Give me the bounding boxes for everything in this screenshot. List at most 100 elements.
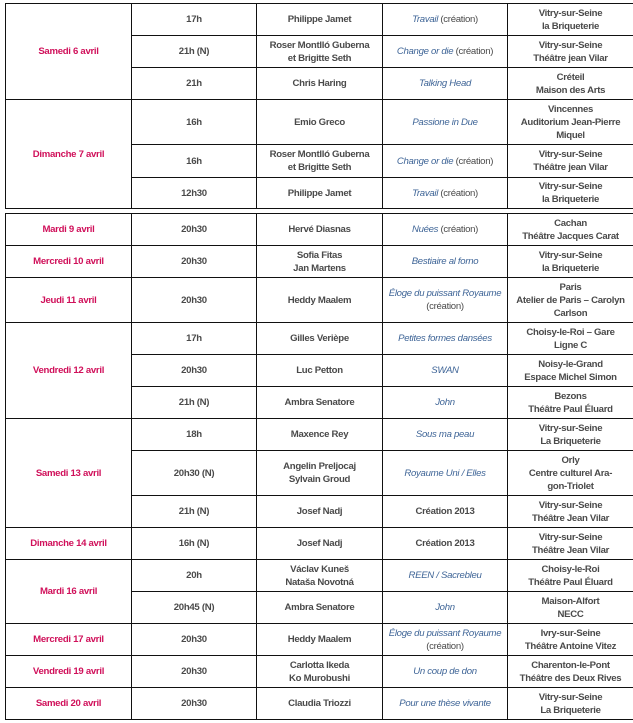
- venue-line: Créteil: [556, 71, 585, 83]
- venue-cell: Vitry-sur-Seine la Briqueterie: [507, 177, 633, 209]
- show-title: Change or die: [396, 155, 454, 167]
- venue-cell: Ivry-sur-Seine Théâtre Antoine Vitez: [507, 623, 633, 656]
- choreographer-cell: Hervé Diasnas: [256, 213, 383, 246]
- venue-cell: Vitry-sur-Seine La Briqueterie: [507, 418, 633, 451]
- choreographer-name: Josef Nadj: [296, 538, 343, 549]
- show-title: Bestiaire al forno: [411, 256, 479, 267]
- table-row: Dimanche 14 avril 16h (N) Josef Nadj Créati…: [5, 527, 633, 560]
- venue-line: Noisy-le-Grand: [538, 358, 603, 370]
- day-cell: Mercredi 10 avril: [5, 245, 132, 278]
- venue-line: Théâtre des Deux Rives: [519, 672, 622, 684]
- table-row: Vendredi 19 avril 20h30 Carlotta Ikeda Ko M…: [5, 655, 633, 688]
- choreographer-name: Hervé Diasnas: [288, 224, 351, 235]
- show-note: (création): [438, 14, 478, 25]
- time-cell: 20h30: [131, 213, 257, 246]
- choreographer-name: Emio Greco: [294, 116, 345, 128]
- time-cell: 16h: [131, 144, 257, 178]
- choreographer-name: Ambra Senatore: [284, 397, 355, 408]
- choreographer-name: Luc Petton: [296, 365, 343, 376]
- day-cell: Samedi 20 avril: [5, 687, 132, 720]
- venue-line: Carlson: [553, 307, 588, 319]
- time-cell: 20h30: [131, 245, 257, 278]
- table-row: 21h (N) Ambra Senatore John Bezons Théâtre P…: [6, 386, 633, 419]
- choreographer-cell: Roser Montlló Guberna et Brigitte Seth: [256, 144, 383, 178]
- show-title: SWAN: [431, 365, 459, 376]
- title-cell: Change or die (création): [382, 35, 508, 68]
- time-cell: 12h30: [131, 177, 257, 209]
- venue-line: Théâtre Jacques Carat: [522, 230, 619, 242]
- venue-cell: Maison-Alfort NECC: [507, 591, 633, 624]
- time-cell: 20h30: [131, 655, 257, 688]
- choreographer-cell: Maxence Rey: [256, 418, 383, 451]
- venue-line: Théâtre Jean Vilar: [531, 544, 610, 556]
- day-cell: Jeudi 11 avril: [5, 277, 132, 323]
- time-cell: 20h30: [131, 277, 257, 323]
- choreographer-cell: Emio Greco: [256, 99, 383, 145]
- show-title: Création 2013: [415, 506, 475, 517]
- title-cell: REEN / Sacrebleu: [382, 559, 508, 592]
- venue-line: Ivry-sur-Seine: [540, 627, 601, 639]
- venue-line: Vitry-sur-Seine: [538, 7, 603, 19]
- venue-line: Miquel: [556, 129, 585, 141]
- choreographer-name: Carlotta Ikeda: [289, 659, 350, 671]
- choreographer-cell: Angelin Preljocaj Sylvain Groud: [256, 450, 383, 496]
- venue-line: Maison-Alfort: [541, 595, 600, 607]
- venue-cell: Charenton-le-Pont Théâtre des Deux Rives: [507, 655, 633, 688]
- choreographer-cell: Chris Haring: [256, 67, 383, 100]
- day-cell: Mercredi 17 avril: [5, 623, 132, 656]
- venue-line: Atelier de Paris – Carolyn: [516, 294, 625, 306]
- venue-line: Théâtre Paul Éluard: [528, 403, 613, 415]
- time-cell: 16h: [131, 99, 257, 145]
- venue-line: Vitry-sur-Seine: [538, 422, 603, 434]
- venue-line: Cachan: [554, 217, 587, 229]
- venue-line: Vitry-sur-Seine: [538, 531, 603, 543]
- show-note: (création): [453, 155, 494, 167]
- time-cell: 21h (N): [131, 495, 257, 528]
- title-cell: Travail (création): [382, 3, 508, 36]
- venue-line: Vitry-sur-Seine: [538, 249, 603, 261]
- show-note: (création): [438, 224, 479, 235]
- venue-line: Centre culturel Ara-: [528, 467, 613, 479]
- choreographer-cell: Luc Petton: [256, 354, 383, 387]
- show-title: Change or die: [396, 46, 454, 57]
- choreographer-cell: Carlotta Ikeda Ko Murobushi: [256, 655, 383, 688]
- title-cell: Création 2013: [382, 495, 508, 528]
- title-cell: Éloge du puissant Royaume (création): [382, 277, 508, 323]
- choreographer-cell: Ambra Senatore: [256, 591, 383, 624]
- venue-line: Vitry-sur-Seine: [538, 39, 603, 51]
- choreographer-name: Angelin Preljocaj: [283, 461, 356, 472]
- title-cell: Travail (création): [382, 177, 508, 209]
- table-row: Samedi 20 avril 20h30 Claudia Triozzi Pour …: [5, 687, 633, 720]
- time-cell: 20h30: [131, 687, 257, 720]
- show-title: Nuées: [411, 224, 439, 235]
- time-cell: 20h30: [131, 623, 257, 656]
- table-row: Dimanche 7 avril 16h Emio Greco Passione in…: [5, 99, 633, 209]
- show-title: Création 2013: [415, 538, 475, 549]
- day-cell: Mardi 9 avril: [5, 213, 132, 246]
- time-cell: 20h30: [131, 354, 257, 387]
- time-cell: 20h: [131, 559, 257, 592]
- title-cell: Sous ma peau: [382, 418, 508, 451]
- choreographer-name: et Brigitte Seth: [287, 162, 352, 173]
- choreographer-cell: Roser Montlló Guberna et Brigitte Seth: [256, 35, 383, 68]
- venue-line: la Briqueterie: [541, 262, 600, 274]
- venue-cell: Vitry-sur-Seine Théâtre Jean Vilar: [507, 527, 633, 560]
- table-row: Mardi 16 avril 20h Václav Kuneš Nataša Novo…: [5, 559, 633, 624]
- venue-cell: Créteil Maison des Arts: [507, 67, 633, 100]
- table-row: 21h Chris Haring Talking Head Créteil Maison…: [6, 67, 633, 100]
- venue-line: Théâtre Jean Vilar: [531, 512, 610, 524]
- show-title: John: [435, 397, 455, 408]
- show-title: Éloge du puissant Royaume: [388, 627, 502, 639]
- day-cell: Mardi 16 avril: [5, 559, 132, 624]
- title-cell: John: [382, 591, 508, 624]
- day-cell: Samedi 13 avril: [5, 418, 132, 528]
- title-cell: Éloge du puissant Royaume (création): [382, 623, 508, 656]
- venue-cell: Vitry-sur-Seine La Briqueterie: [507, 687, 633, 720]
- venue-line: Vitry-sur-Seine: [538, 691, 603, 703]
- choreographer-cell: Philippe Jamet: [256, 3, 383, 36]
- title-cell: Pour une thèse vivante: [382, 687, 508, 720]
- time-cell: 20h45 (N): [131, 591, 257, 624]
- choreographer-name: et Brigitte Seth: [287, 52, 352, 64]
- venue-cell: Vitry-sur-Seine Théâtre Jean Vilar: [507, 495, 633, 528]
- show-title: Sous ma peau: [415, 429, 475, 440]
